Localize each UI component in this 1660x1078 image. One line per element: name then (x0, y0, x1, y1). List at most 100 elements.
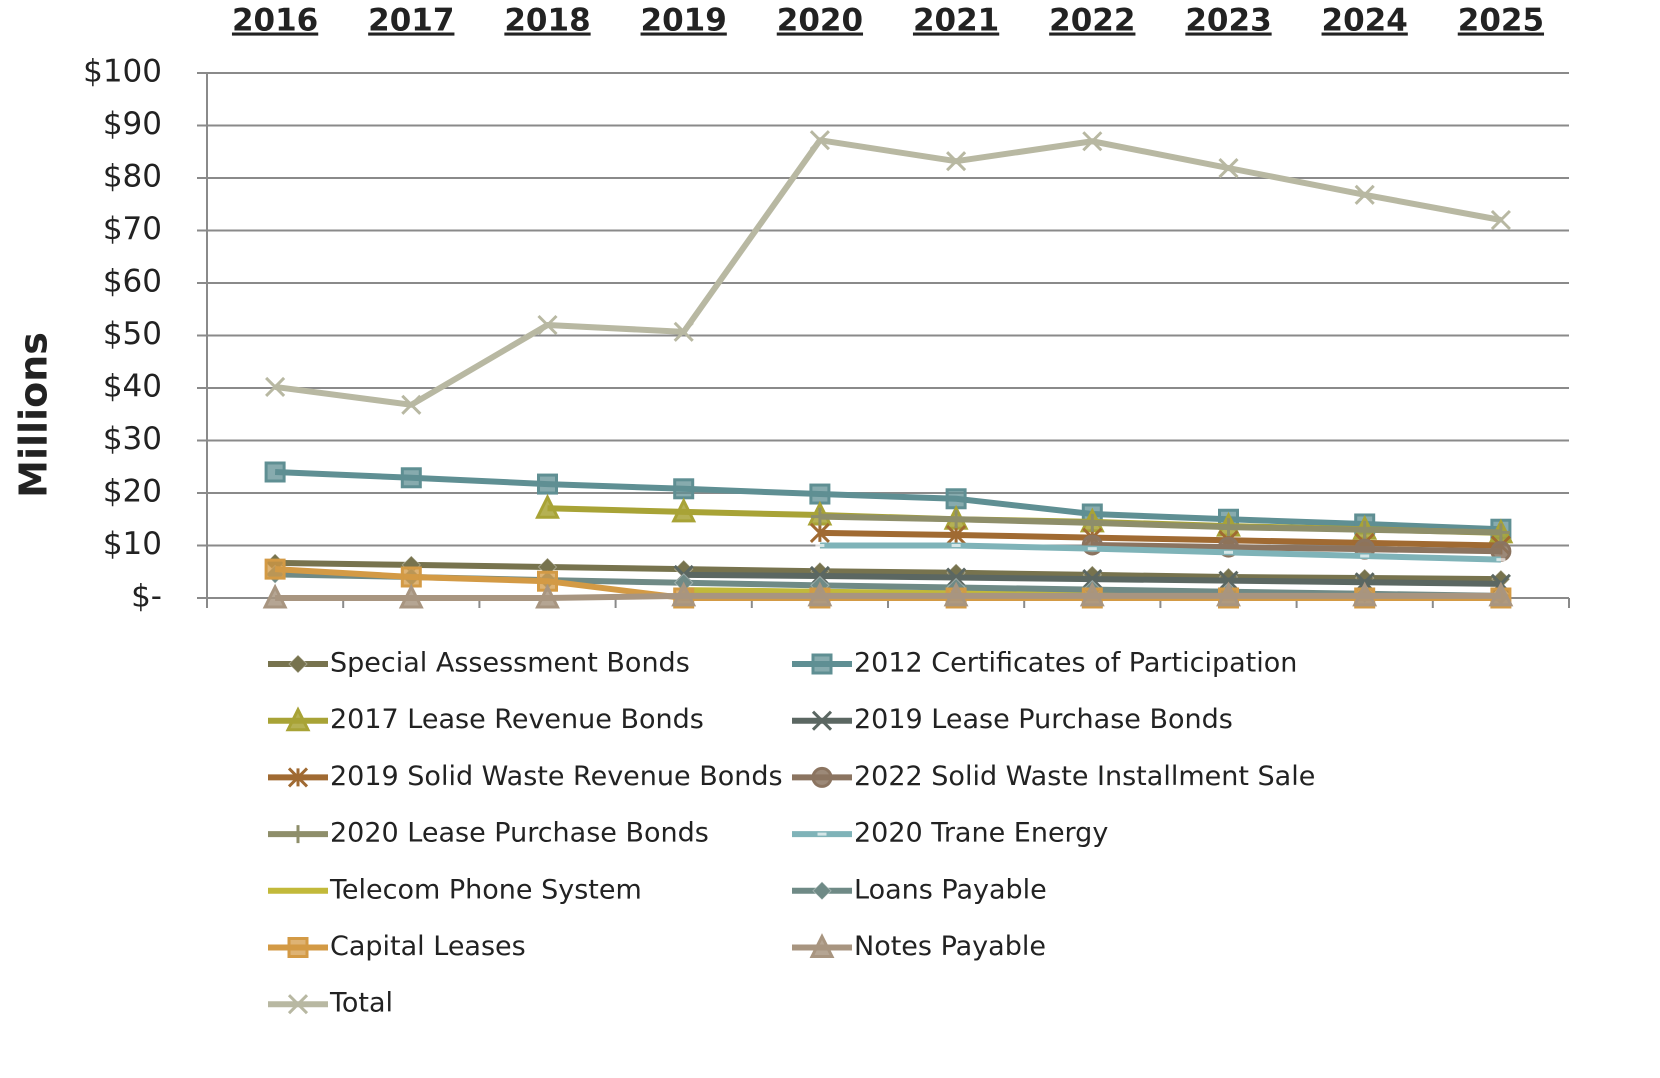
marker (400, 566, 422, 588)
series-line (274, 137, 1502, 408)
marker (810, 507, 829, 526)
marker (1216, 581, 1241, 607)
x-tick-label: 2024 (1322, 3, 1408, 39)
y-tick-label: $20 (103, 474, 162, 510)
y-tick-label: $90 (103, 106, 162, 142)
marker (1488, 581, 1514, 607)
series-line (819, 513, 1501, 536)
series-line (275, 559, 1501, 583)
marker (401, 394, 422, 415)
marker (287, 937, 309, 958)
y-tick-label: $100 (83, 54, 162, 90)
marker (811, 710, 833, 731)
marker (265, 376, 286, 398)
series-line (1092, 541, 1501, 555)
marker (809, 130, 830, 151)
marker (288, 654, 308, 674)
y-tick-label: $70 (103, 211, 162, 247)
marker (671, 581, 697, 607)
y-tick-label: $50 (103, 316, 162, 352)
series-line (819, 529, 1501, 549)
legend-label: Notes Payable (854, 931, 1046, 962)
x-tick-label: 2021 (913, 3, 999, 39)
y-tick-label: $40 (103, 369, 162, 405)
marker (809, 565, 830, 587)
marker (673, 321, 694, 342)
marker (1082, 131, 1103, 152)
marker (1218, 157, 1239, 179)
y-tick-label: $80 (103, 159, 162, 195)
series (810, 507, 1510, 542)
y-tick-label: $10 (103, 526, 162, 562)
marker (671, 497, 697, 523)
marker (289, 825, 307, 844)
marker (287, 994, 309, 1015)
series (262, 581, 1514, 609)
legend-label: 2019 Lease Purchase Bonds (854, 704, 1233, 735)
marker (537, 473, 558, 495)
marker (946, 151, 967, 172)
legend-label: 2012 Certificates of Participation (854, 648, 1297, 679)
legend-label: 2017 Lease Revenue Bonds (330, 704, 704, 735)
marker (287, 767, 309, 788)
legend-label: 2022 Solid Waste Installment Sale (854, 761, 1315, 792)
legend-label: Telecom Phone System (329, 874, 642, 905)
legend-label: Loans Payable (854, 874, 1047, 905)
marker (809, 522, 830, 543)
marker (535, 583, 560, 609)
marker (1355, 520, 1374, 539)
marker (809, 483, 831, 505)
marker (264, 558, 286, 580)
x-tick-label: 2017 (368, 3, 454, 39)
marker (1082, 569, 1103, 590)
marker (1491, 523, 1510, 542)
series-line (819, 542, 1501, 563)
y-axis-label: Millions (12, 332, 56, 498)
y-tick-label: $- (131, 579, 162, 615)
marker (811, 766, 833, 788)
legend-label: 2019 Solid Waste Revenue Bonds (330, 761, 783, 792)
marker (537, 314, 558, 336)
series-line (274, 469, 1502, 533)
series (265, 130, 1511, 415)
marker (809, 933, 835, 958)
marker (811, 653, 833, 675)
x-tick-label: 2020 (777, 3, 863, 39)
marker (947, 510, 966, 529)
marker (400, 467, 422, 489)
marker (673, 478, 695, 500)
marker (285, 706, 311, 732)
x-tick-label: 2018 (504, 3, 590, 39)
marker (812, 881, 832, 901)
marker (1079, 581, 1105, 607)
y-tick-label: $60 (103, 264, 162, 300)
legend-label: 2020 Trane Energy (854, 818, 1108, 849)
legend-label: Total (329, 988, 393, 1019)
legend-label: Capital Leases (330, 931, 526, 962)
marker (1083, 513, 1102, 532)
marker (946, 567, 967, 588)
x-tick-label: 2025 (1458, 3, 1544, 39)
marker (398, 583, 424, 609)
marker (535, 493, 560, 519)
series-line (275, 592, 1501, 601)
x-tick-label: 2023 (1185, 3, 1271, 39)
series (815, 542, 1506, 563)
marker (262, 583, 288, 609)
y-tick-label: $30 (103, 421, 162, 457)
marker (946, 524, 967, 546)
marker (943, 581, 969, 607)
x-tick-label: 2022 (1049, 3, 1135, 39)
legend-label: 2020 Lease Purchase Bonds (330, 818, 709, 849)
marker (1219, 518, 1238, 537)
x-tick-label: 2019 (641, 3, 727, 39)
marker (264, 461, 286, 483)
marker (807, 581, 833, 607)
x-tick-label: 2016 (232, 3, 318, 39)
marker (1218, 570, 1239, 591)
marker (1354, 184, 1375, 205)
marker (1490, 209, 1511, 231)
marker (1352, 581, 1378, 607)
legend-label: Special Assessment Bonds (330, 648, 690, 679)
